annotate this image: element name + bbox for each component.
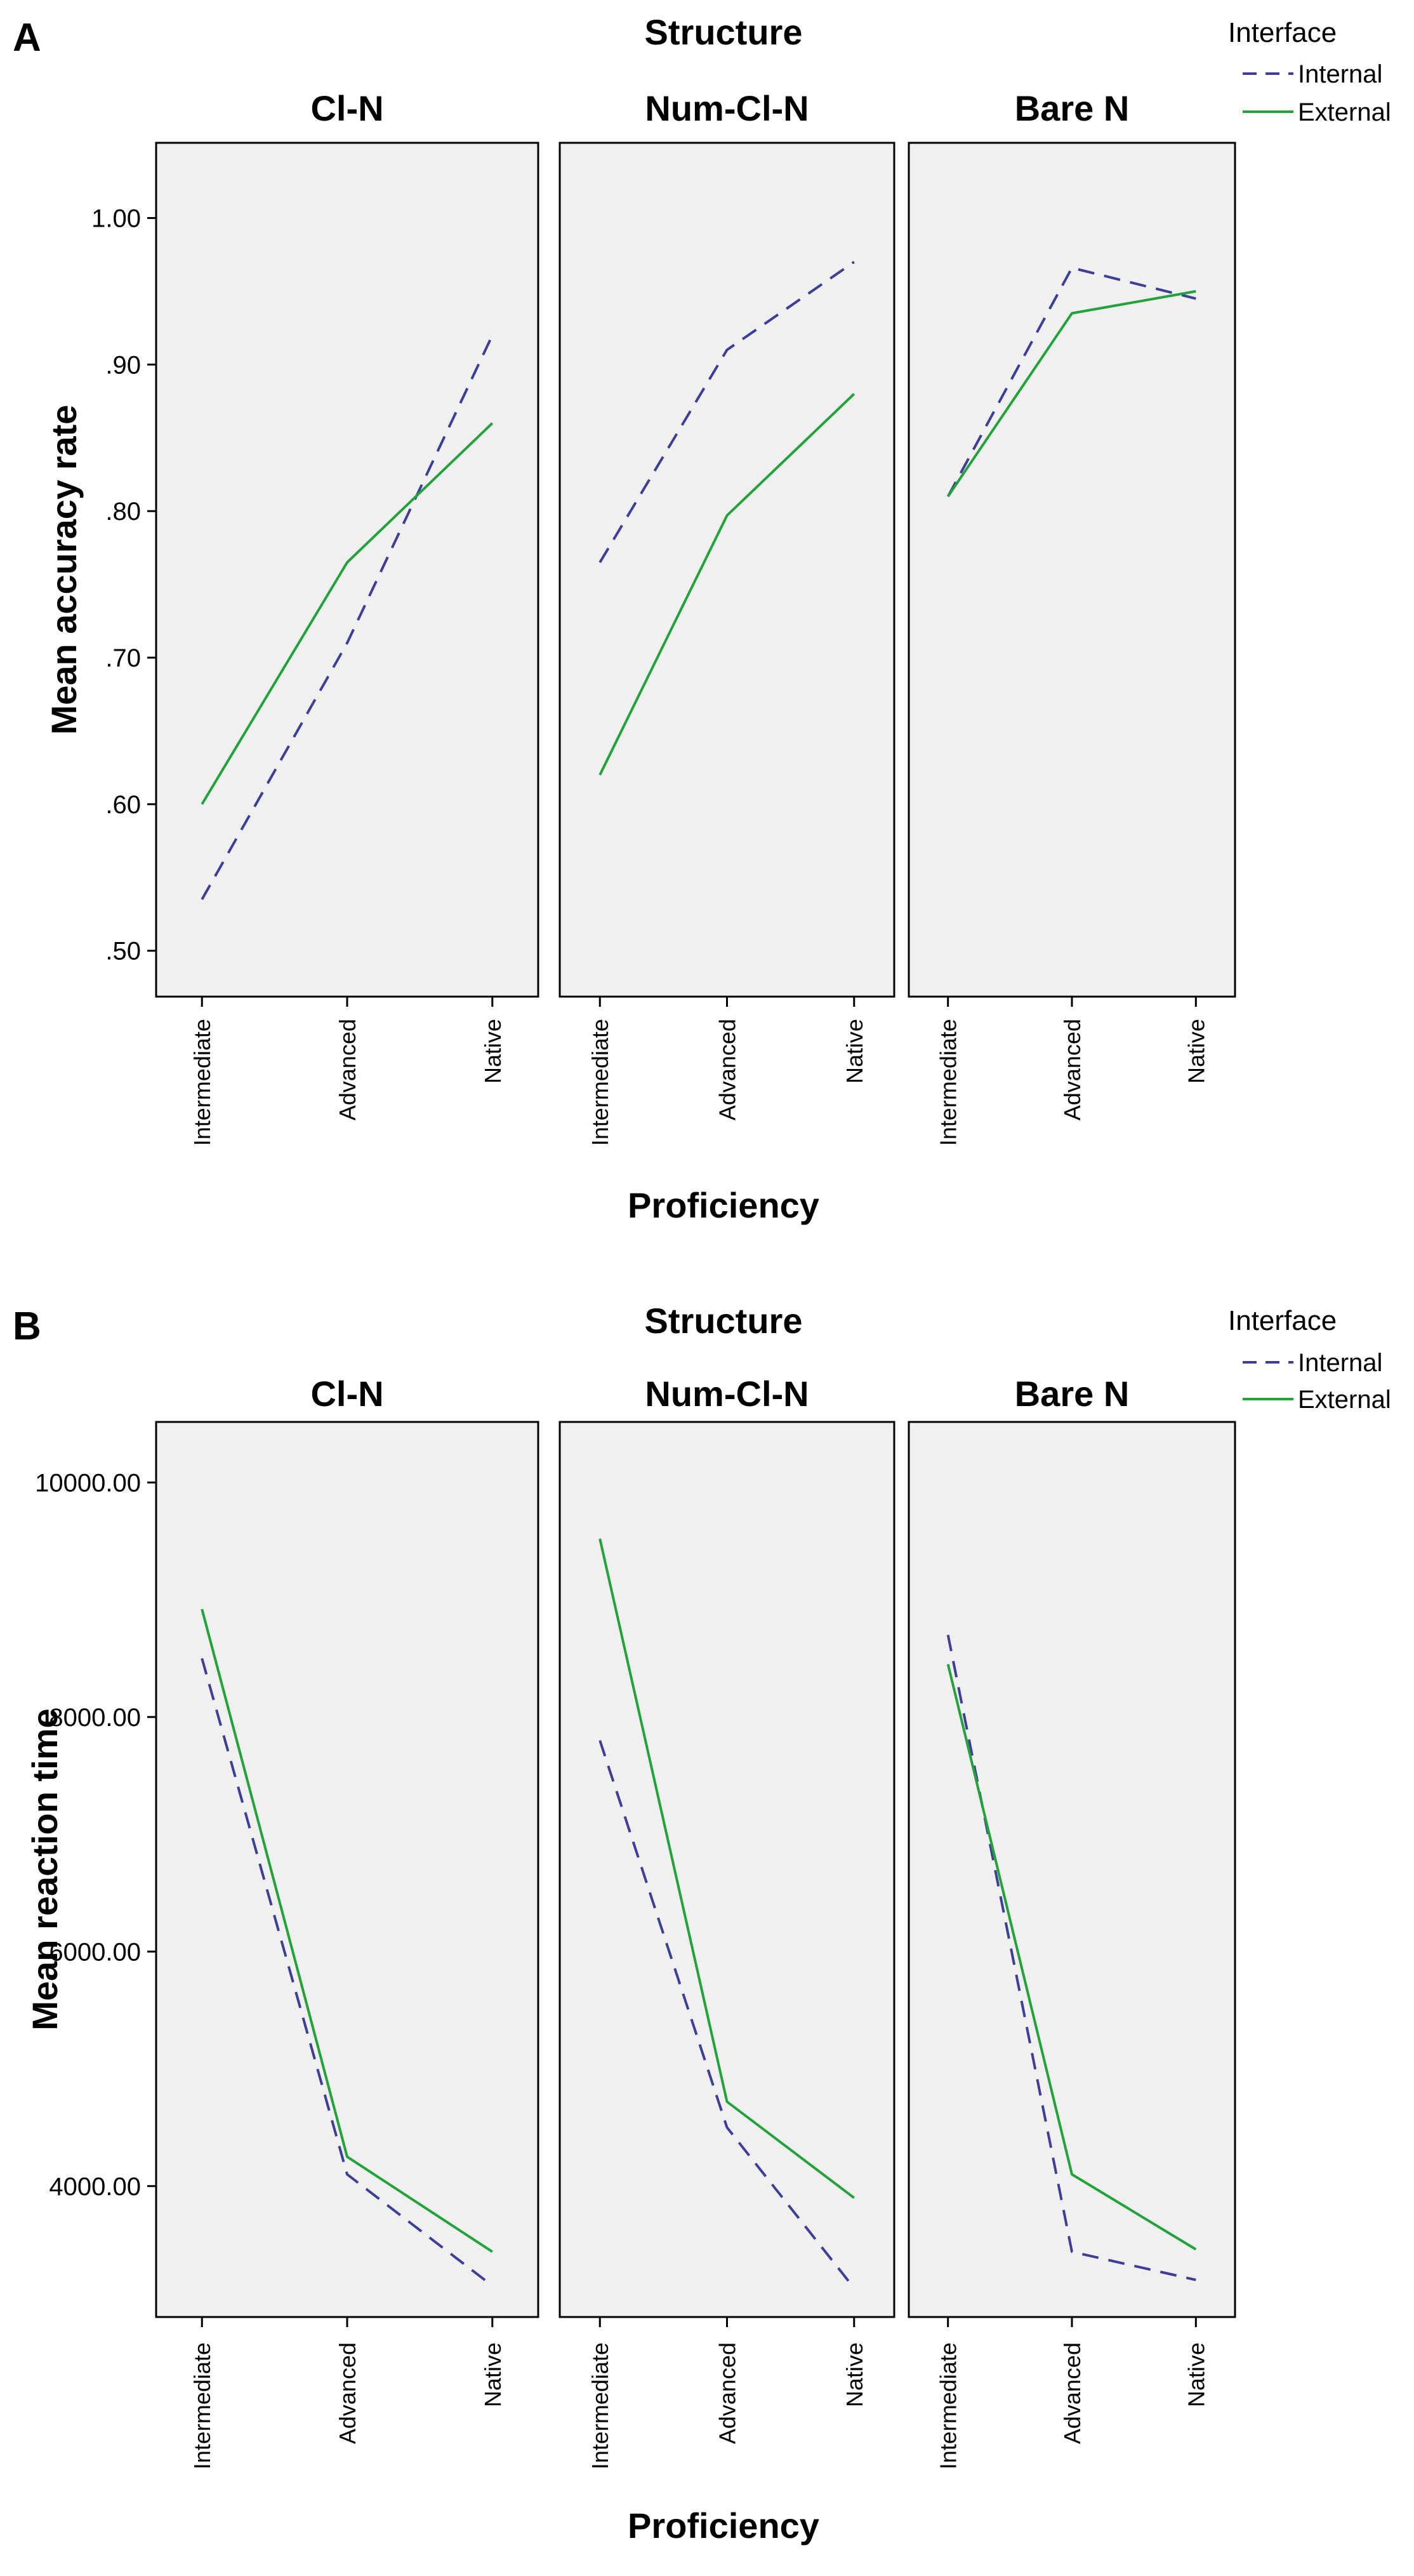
- y-tick-label: .80: [105, 498, 141, 526]
- chart-panel-b: B Structure Interface Internal External Mean …: [13, 1301, 1391, 2546]
- series-line-internal-cl-n: [201, 1657, 494, 2287]
- series-line-external-cl-n: [201, 1609, 493, 2253]
- facet-cl-n: Cl-N Intermediate Advanced Native: [155, 88, 539, 1146]
- chart-panel-a: A Structure Interface Internal External Mean …: [13, 12, 1391, 1225]
- x-tick-label: Native: [842, 1019, 868, 1084]
- series-line-external-bare-n: [947, 289, 1196, 498]
- facet-bare-n: Bare N Intermediate Advanced Native: [908, 88, 1236, 1146]
- series-line-internal-num-cl-n: [598, 261, 855, 564]
- facet-title: Cl-N: [310, 1374, 383, 1414]
- x-tick-label: Intermediate: [935, 2342, 961, 2469]
- facet-plot-area: [558, 1421, 895, 2318]
- x-tick-label: Intermediate: [189, 2342, 215, 2469]
- facet-title: Bare N: [1015, 1374, 1130, 1414]
- facet-cl-n: Cl-N Intermediate Advanced Native: [155, 1374, 539, 2469]
- legend-label-external: External: [1298, 98, 1391, 126]
- y-tick-label: .60: [105, 791, 141, 819]
- y-tick-label: .50: [105, 938, 141, 966]
- x-tick-label: Advanced: [715, 1019, 741, 1120]
- series-line-external-num-cl-n: [598, 1538, 856, 2199]
- legend-label-internal: Internal: [1298, 60, 1382, 88]
- series-line-external-cl-n: [201, 422, 494, 805]
- series-line-internal-num-cl-n: [598, 1740, 856, 2289]
- x-tick-label: Advanced: [1059, 1019, 1085, 1120]
- x-tick-label: Intermediate: [587, 2342, 613, 2469]
- facet-plot-area: [155, 142, 539, 998]
- x-tick-label: Intermediate: [189, 1019, 215, 1146]
- y-tick-label: 4000.00: [49, 2173, 141, 2201]
- y-tick-label: 10000.00: [35, 1469, 141, 1497]
- facet-bare-n: Bare N Intermediate Advanced Native: [908, 1374, 1236, 2469]
- facet-plot-area: [558, 142, 895, 998]
- y-tick-label: 8000.00: [49, 1704, 141, 1732]
- x-tick-label: Advanced: [334, 1019, 360, 1120]
- facet-supertitle: Structure: [645, 1301, 803, 1341]
- x-tick-label: Advanced: [1059, 2342, 1085, 2444]
- legend: Interface Internal External: [1228, 17, 1391, 126]
- x-axis-label: Proficiency: [628, 2506, 819, 2546]
- y-tick-label: 6000.00: [49, 1938, 141, 1966]
- series-line-internal-cl-n: [201, 335, 494, 900]
- x-tick-label: Native: [1183, 1019, 1209, 1084]
- y-tick-label: .90: [105, 351, 141, 379]
- facet-num-cl-n: Num-Cl-N Intermediate Advanced Native: [558, 1374, 895, 2469]
- series-line-external-num-cl-n: [598, 393, 856, 776]
- y-axis-label: Mean reaction time: [25, 1708, 65, 2030]
- facet-supertitle: Structure: [645, 12, 803, 52]
- facet-plot-area: [908, 1421, 1236, 2318]
- facet-title: Cl-N: [310, 88, 383, 128]
- y-tick-label: .70: [105, 644, 141, 672]
- series-line-internal-bare-n: [946, 266, 1196, 498]
- facet-title: Bare N: [1015, 88, 1130, 128]
- x-tick-label: Intermediate: [587, 1019, 613, 1146]
- y-axis-label: Mean accuracy rate: [44, 405, 84, 735]
- panel-letter: B: [13, 1305, 41, 1348]
- facet-title: Num-Cl-N: [645, 1374, 809, 1414]
- series-line-external-bare-n: [946, 1664, 1197, 2251]
- facet-plot-area: [155, 1421, 539, 2318]
- x-tick-label: Intermediate: [935, 1019, 961, 1146]
- x-axis-label: Proficiency: [628, 1185, 819, 1225]
- panel-letter: A: [13, 16, 41, 60]
- facet-num-cl-n: Num-Cl-N Intermediate Advanced Native: [558, 88, 895, 1146]
- facet-title: Num-Cl-N: [645, 88, 809, 128]
- x-tick-label: Native: [480, 2342, 506, 2407]
- facet-plot-area: [908, 142, 1236, 998]
- x-tick-label: Advanced: [334, 2342, 360, 2444]
- x-tick-label: Advanced: [715, 2342, 741, 2444]
- legend: Interface Internal External: [1228, 1305, 1391, 1414]
- x-tick-label: Native: [1183, 2342, 1209, 2407]
- legend-label-internal: Internal: [1298, 1349, 1382, 1377]
- legend-title: Interface: [1228, 17, 1337, 48]
- y-tick-label: 1.00: [91, 204, 141, 232]
- x-tick-label: Native: [842, 2342, 868, 2407]
- legend-title: Interface: [1228, 1305, 1337, 1336]
- x-tick-label: Native: [480, 1019, 506, 1084]
- series-line-internal-bare-n: [946, 1635, 1196, 2281]
- legend-label-external: External: [1298, 1386, 1391, 1414]
